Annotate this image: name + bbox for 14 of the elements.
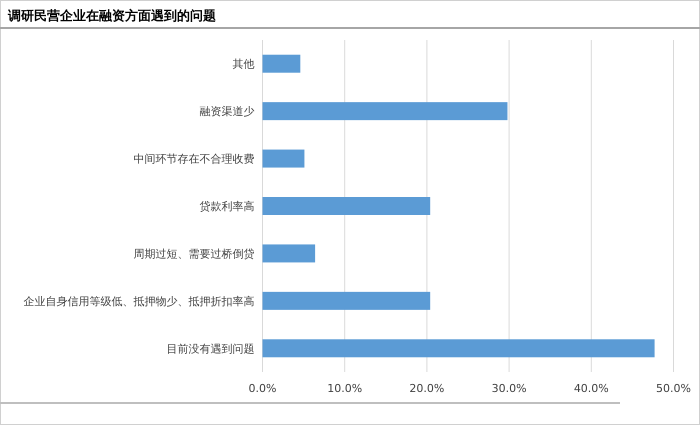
xtick: 40.0% bbox=[574, 382, 609, 395]
xtick: 50.0% bbox=[656, 382, 691, 395]
ytick: 贷款利率高 bbox=[200, 200, 254, 213]
ytick: 中间环节存在不合理收费 bbox=[134, 152, 254, 166]
xtick: 0.0% bbox=[248, 382, 276, 395]
ytick: 周期过短、需要过桥倒贷 bbox=[134, 247, 254, 260]
ytick: 其他 bbox=[232, 58, 254, 71]
xtick: 20.0% bbox=[409, 382, 444, 395]
title: 调研民营企业在融资方面遇到的问题 bbox=[8, 9, 216, 24]
xtick: 30.0% bbox=[492, 382, 527, 395]
ytick: 融资渠道少 bbox=[200, 105, 254, 118]
ytick: 目前没有遇到问题 bbox=[166, 342, 254, 356]
xtick: 10.0% bbox=[327, 382, 362, 395]
ytick: 企业自身信用等级低、抵押物少、抵押折扣率高 bbox=[24, 294, 254, 308]
